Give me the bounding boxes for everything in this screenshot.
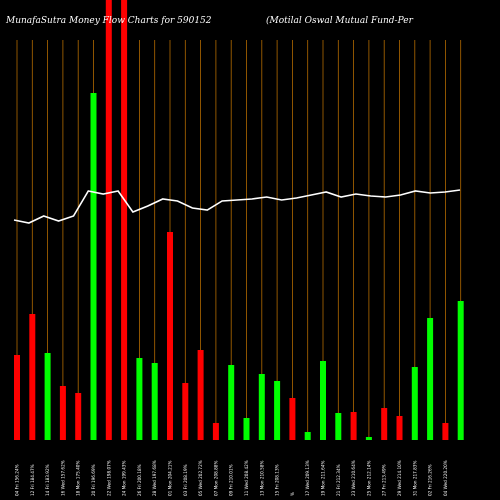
money-flow-bar [304,432,311,440]
x-tick-label: 13 Mon 210.58% [259,461,264,496]
money-flow-bar [427,318,434,440]
money-flow-bar [197,350,204,440]
x-tick-label: 29 Wed 214.10% [397,460,402,496]
x-tick-label: 19 Mon 211.64% [321,461,326,496]
money-flow-bar [243,418,250,440]
x-tick-label: 25 Mon 212.14% [366,461,371,496]
x-tick-label: 11 Wed 208.42% [244,460,249,496]
money-flow-bar [320,361,326,440]
money-flow-bar [396,416,403,440]
x-tick-label: 17 Wed 209.13% [305,460,310,496]
money-flow-bar [442,423,449,440]
chart-subtitle: (Motilal Oswal Mutual Fund-Per [266,15,414,26]
x-tick-label: 16 Wed 157.62% [60,460,65,496]
money-flow-bar [44,353,51,440]
money-flow-bar [274,381,281,440]
x-tick-label: 12 Fri 184.47% [30,464,35,496]
x-tick-label: 23 Wed 210.64% [351,460,356,496]
money-flow-bar [29,314,36,440]
x-tick-label: 15 Fri 208.13% [275,464,280,496]
money-flow-bar [136,358,143,440]
x-tick-label: 27 Fri 213.49% [382,464,387,496]
money-flow-bar [182,383,189,440]
price-trend-line [13,189,461,224]
x-tick-label: 04 Fri 156.24% [15,464,20,496]
money-flow-bar [335,413,342,440]
x-tick-label: 07 Mon 208.88% [213,461,218,496]
x-tick-label: 22 Wed 198.07% [106,460,111,496]
money-flow-bar [151,363,158,440]
x-tick-label: % [290,492,295,496]
x-tick-label: 04 Wed 220.20% [443,460,448,496]
money-flow-bar [121,0,128,440]
chart-title: MunafaSutra Money Flow Charts for 590152 [5,16,212,26]
x-tick-label: 31 Mon 217.83% [412,461,417,496]
money-flow-bar [90,93,97,440]
money-flow-bar [365,437,372,440]
x-tick-label: 03 Fri 208.19% [183,464,188,496]
money-flow-bar [350,412,357,440]
x-tick-label: 28 Wed 197.68% [152,460,157,496]
x-tick-label: 14 Fri 183.92% [45,464,50,496]
x-tick-label: 02 Fri 216.26% [428,464,433,496]
x-tick-labels: 04 Fri 156.24% 12 Fri 184.47% 14 Fri 183.9… [15,460,448,496]
money-flow-bar [411,367,418,440]
x-tick-label: 09 Fri 210.01% [229,464,234,496]
money-flow-bar [381,408,388,440]
money-flow-bar [167,232,173,440]
money-flow-bars [14,0,464,440]
money-flow-bar [212,423,219,440]
x-tick-label: 01 Mon 204.21% [168,461,173,496]
money-flow-bar [289,398,296,440]
money-flow-bar [14,355,20,440]
x-tick-label: 21 Fri 212.34% [336,464,341,496]
x-tick-label: 26 Fri 200.18% [137,464,142,496]
money-flow-bar [457,301,464,440]
money-flow-bar [258,374,265,440]
money-flow-bar [75,393,82,440]
x-tick-label: 24 Mon 199.43% [122,461,127,496]
x-tick-label: 18 Mon 175.40% [76,461,81,496]
money-flow-bar [228,365,235,440]
money-flow-bar [59,386,66,440]
money-flow-bar [105,0,112,440]
x-tick-label: 20 Fri 196.69% [91,464,96,496]
x-tick-label: 05 Wed 202.72% [198,460,203,496]
vertical-gridlines [16,40,462,440]
